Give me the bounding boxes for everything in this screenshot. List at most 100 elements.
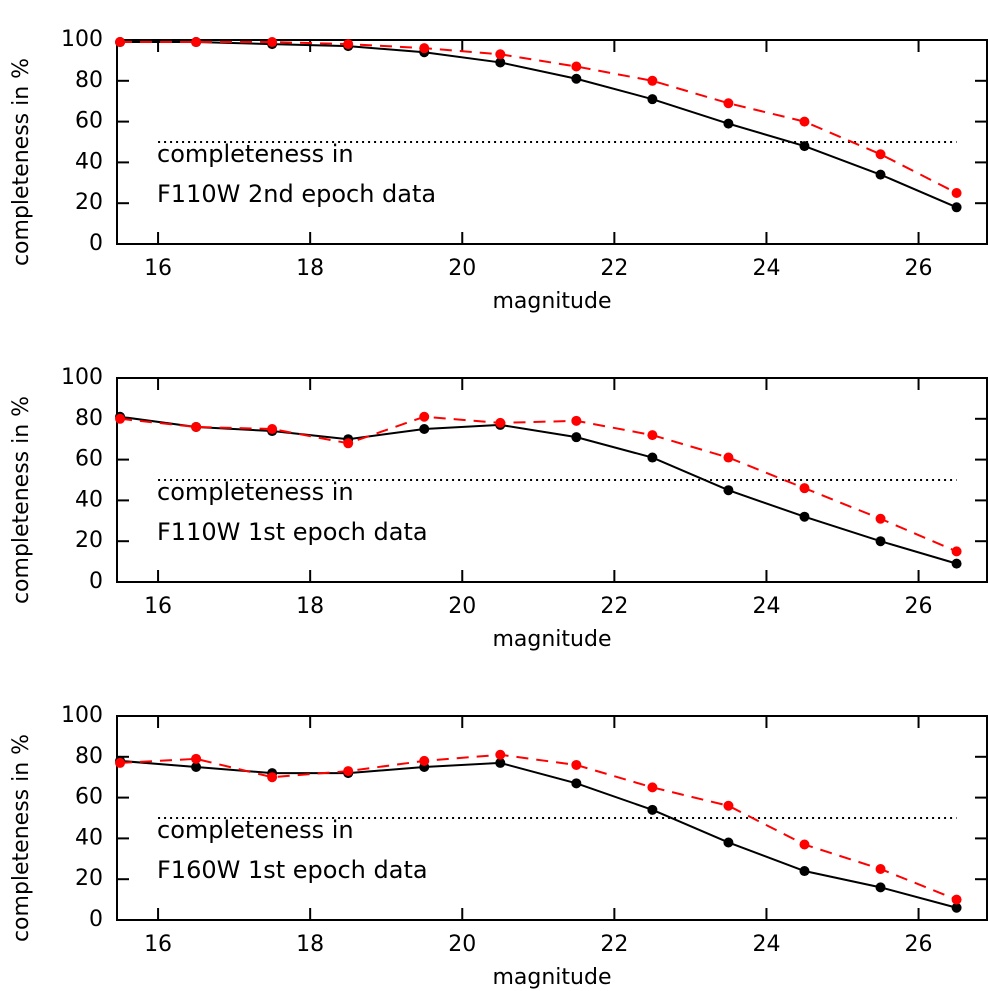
y-tick-label: 0 xyxy=(89,907,103,932)
data-point xyxy=(115,757,126,768)
series-line xyxy=(119,415,957,565)
data-point xyxy=(647,804,658,815)
y-tick-label: 100 xyxy=(61,703,103,728)
data-point xyxy=(115,37,126,48)
data-point xyxy=(419,755,430,766)
data-point xyxy=(571,415,582,426)
x-tick-label: 26 xyxy=(905,932,933,957)
data-point xyxy=(571,73,582,84)
data-point xyxy=(191,421,202,432)
data-point xyxy=(799,141,810,152)
x-axis-label: magnitude xyxy=(492,627,611,652)
data-point xyxy=(723,837,734,848)
data-point xyxy=(875,169,886,180)
data-point xyxy=(799,839,810,850)
panel: 16 18 20 22 24 26 0 20 40 60 80 100 magnitude complet… xyxy=(9,365,988,652)
data-point xyxy=(571,759,582,770)
y-tick-label: 100 xyxy=(61,27,103,52)
y-tick-label: 80 xyxy=(75,406,103,431)
data-point xyxy=(799,116,810,127)
y-tick-label: 40 xyxy=(75,149,103,174)
data-point xyxy=(723,98,734,109)
data-point xyxy=(951,202,962,213)
panel: 16 18 20 22 24 26 0 20 40 60 80 100 magnitude complet… xyxy=(9,27,988,314)
y-tick-label: 0 xyxy=(89,231,103,256)
annotation: F110W 1st epoch data xyxy=(157,518,428,546)
y-tick-label: 20 xyxy=(75,528,103,553)
data-point xyxy=(723,118,734,129)
data-point xyxy=(343,438,354,449)
x-tick-label: 18 xyxy=(296,594,324,619)
data-point xyxy=(191,762,202,772)
data-point xyxy=(571,432,582,443)
plot-frame xyxy=(116,39,988,245)
data-point xyxy=(267,772,278,783)
series-line xyxy=(119,415,957,553)
data-point xyxy=(647,430,658,441)
y-tick-label: 40 xyxy=(75,825,103,850)
data-point xyxy=(875,149,886,160)
annotation: completeness in xyxy=(157,140,354,168)
data-point xyxy=(647,782,658,793)
series-line xyxy=(119,759,957,909)
x-tick-label: 26 xyxy=(905,594,933,619)
data-point xyxy=(495,757,506,768)
data-point xyxy=(571,778,582,789)
annotation: completeness in xyxy=(157,816,354,844)
data-point xyxy=(951,188,962,198)
data-point xyxy=(951,902,962,913)
y-tick-label: 20 xyxy=(75,866,103,891)
annotation: completeness in xyxy=(157,478,354,506)
data-point xyxy=(267,37,278,48)
y-tick-label: 60 xyxy=(75,109,103,134)
data-point xyxy=(495,49,506,60)
data-point xyxy=(875,882,886,893)
y-axis-label: completeness in % xyxy=(9,396,34,604)
x-tick-label: 16 xyxy=(144,256,172,281)
x-tick-label: 24 xyxy=(752,932,780,957)
data-point xyxy=(419,43,430,54)
x-tick-label: 22 xyxy=(600,256,628,281)
data-point xyxy=(647,94,658,105)
data-point xyxy=(571,61,582,72)
data-point xyxy=(191,753,202,764)
x-tick-label: 18 xyxy=(296,932,324,957)
y-tick-label: 80 xyxy=(75,68,103,93)
x-tick-label: 24 xyxy=(752,594,780,619)
x-tick-label: 22 xyxy=(600,932,628,957)
data-point xyxy=(267,424,278,434)
x-tick-label: 20 xyxy=(448,932,476,957)
data-point xyxy=(647,75,658,86)
y-tick-label: 80 xyxy=(75,744,103,769)
data-point xyxy=(951,558,962,569)
x-tick-label: 16 xyxy=(144,594,172,619)
data-point xyxy=(723,800,734,811)
plot-frame xyxy=(116,715,988,921)
x-tick-label: 26 xyxy=(905,256,933,281)
data-point xyxy=(191,37,202,48)
x-axis-label: magnitude xyxy=(492,289,611,314)
data-point xyxy=(647,452,658,463)
data-point xyxy=(495,57,506,68)
y-axis-label: completeness in % xyxy=(9,58,34,266)
data-point xyxy=(951,894,962,905)
data-point xyxy=(343,766,354,777)
y-tick-label: 0 xyxy=(89,569,103,594)
data-point xyxy=(799,483,810,494)
y-tick-label: 20 xyxy=(75,190,103,215)
data-point xyxy=(115,413,126,424)
x-tick-label: 16 xyxy=(144,932,172,957)
x-tick-label: 22 xyxy=(600,594,628,619)
series-line xyxy=(120,41,958,194)
data-point xyxy=(495,749,506,760)
y-tick-label: 60 xyxy=(75,785,103,810)
x-tick-label: 20 xyxy=(448,594,476,619)
data-point xyxy=(343,39,354,50)
y-tick-label: 100 xyxy=(61,365,103,390)
series-line xyxy=(120,41,957,209)
y-tick-label: 60 xyxy=(75,447,103,472)
data-point xyxy=(419,411,430,422)
y-axis-label: completeness in % xyxy=(9,734,34,942)
x-axis-label: magnitude xyxy=(492,965,611,990)
